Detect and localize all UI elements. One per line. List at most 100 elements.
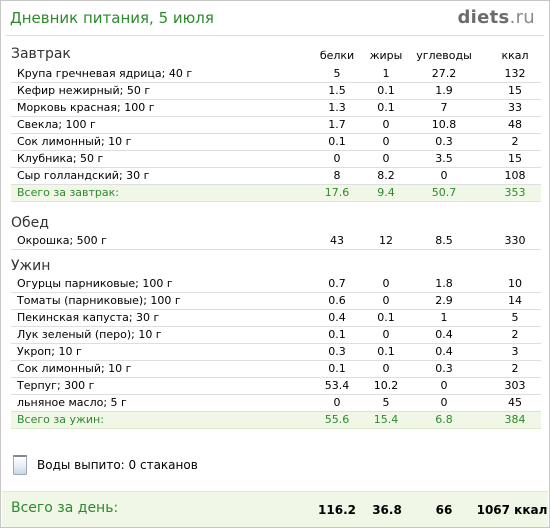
- carbs-value: 50.7: [431, 186, 457, 199]
- fat-value: 8.2: [377, 169, 395, 182]
- kcal-value: 33: [508, 101, 522, 114]
- food-name: Сыр голландский; 30 г: [17, 169, 150, 182]
- kcal-value: 384: [504, 413, 526, 426]
- fat-value: 0.1: [377, 345, 395, 358]
- kcal-value: 3: [511, 345, 519, 358]
- food-name: Терпуг; 300 г: [17, 379, 95, 392]
- page-title: Дневник питания, 5 июля: [10, 9, 214, 27]
- food-name: Всего за завтрак:: [17, 186, 120, 199]
- carbs-value: 1.9: [435, 84, 453, 97]
- carbs-value: 0: [440, 396, 448, 409]
- kcal-value: 15: [508, 84, 522, 97]
- food-row: Сок лимонный; 10 г 0.1 0 0.3 2: [11, 134, 541, 151]
- water-label: Воды выпито: 0 стаканов: [37, 458, 198, 472]
- protein-value: 0: [333, 152, 341, 165]
- fat-value: 10.2: [373, 379, 399, 392]
- food-name: льняное масло; 5 г: [17, 396, 127, 409]
- food-name: Свекла; 100 г: [17, 118, 96, 131]
- protein-value: 53.4: [324, 379, 350, 392]
- food-row: Свекла; 100 г 1.7 0 10.8 48: [11, 117, 541, 134]
- kcal-value: 5: [511, 311, 519, 324]
- protein-value: 0.1: [328, 328, 346, 341]
- day-total-kcal: 1067 ккал: [476, 503, 548, 517]
- header-divider: [6, 35, 544, 36]
- day-total-label: Всего за день:: [11, 500, 119, 516]
- section-title-breakfast: Завтрак: [11, 46, 71, 62]
- fat-value: 0: [382, 135, 390, 148]
- kcal-value: 15: [508, 152, 522, 165]
- food-row: Морковь красная; 100 г 1.3 0.1 7 33: [11, 100, 541, 117]
- food-row: Крупа гречневая ядрица; 40 г 5 1 27.2 132: [11, 66, 541, 83]
- food-name: Сок лимонный; 10 г: [17, 362, 132, 375]
- fat-value: 1: [382, 67, 390, 80]
- logo-tld: .ru: [509, 7, 535, 28]
- kcal-value: 45: [508, 396, 522, 409]
- column-header-fat: жиры: [369, 49, 403, 62]
- kcal-value: 330: [504, 234, 526, 247]
- food-row: льняное масло; 5 г 0 5 0 45: [11, 395, 541, 412]
- day-total-fat: 36.8: [372, 503, 402, 517]
- column-header-kcal: ккал: [501, 49, 529, 62]
- protein-value: 1.5: [328, 84, 346, 97]
- kcal-value: 48: [508, 118, 522, 131]
- food-row: Клубника; 50 г 0 0 3.5 15: [11, 151, 541, 168]
- food-name: Крупа гречневая ядрица; 40 г: [17, 67, 193, 80]
- food-name: Клубника; 50 г: [17, 152, 104, 165]
- food-row: Кефир нежирный; 50 г 1.5 0.1 1.9 15: [11, 83, 541, 100]
- dinner-list: Огурцы парниковые; 100 г 0.7 0 1.8 10 Томаты …: [11, 276, 541, 429]
- food-row: Окрошка; 500 г 43 12 8.5 330: [11, 233, 541, 250]
- carbs-value: 1.8: [435, 277, 453, 290]
- food-name: Сок лимонный; 10 г: [17, 135, 132, 148]
- food-name: Томаты (парниковые); 100 г: [17, 294, 181, 307]
- protein-value: 0: [333, 396, 341, 409]
- food-row: Пекинская капуста; 30 г 0.4 0.1 1 5: [11, 310, 541, 327]
- fat-value: 9.4: [377, 186, 395, 199]
- protein-value: 17.6: [324, 186, 350, 199]
- kcal-value: 2: [511, 135, 519, 148]
- food-row: Лук зеленый (перо); 10 г 0.1 0 0.4 2: [11, 327, 541, 344]
- fat-value: 0.1: [377, 311, 395, 324]
- total-row: Всего за завтрак: 17.6 9.4 50.7 353: [11, 185, 541, 202]
- food-name: Огурцы парниковые; 100 г: [17, 277, 173, 290]
- carbs-value: 6.8: [435, 413, 453, 426]
- carbs-value: 0: [440, 169, 448, 182]
- food-row: Сыр голландский; 30 г 8 8.2 0 108: [11, 168, 541, 185]
- carbs-value: 2.9: [435, 294, 453, 307]
- food-row: Томаты (парниковые); 100 г 0.6 0 2.9 14: [11, 293, 541, 310]
- carbs-value: 27.2: [431, 67, 457, 80]
- kcal-value: 132: [504, 67, 526, 80]
- protein-value: 1.7: [328, 118, 346, 131]
- kcal-value: 14: [508, 294, 522, 307]
- food-name: Лук зеленый (перо); 10 г: [17, 328, 162, 341]
- kcal-value: 108: [504, 169, 526, 182]
- food-name: Укроп; 10 г: [17, 345, 82, 358]
- breakfast-list: Крупа гречневая ядрица; 40 г 5 1 27.2 132 Кеф…: [11, 66, 541, 202]
- protein-value: 8: [333, 169, 341, 182]
- protein-value: 0.1: [328, 362, 346, 375]
- carbs-value: 10.8: [431, 118, 457, 131]
- glass-icon[interactable]: [13, 455, 27, 475]
- carbs-value: 0.4: [435, 328, 453, 341]
- column-header-protein: белки: [319, 49, 355, 62]
- carbs-value: 0.3: [435, 362, 453, 375]
- site-logo[interactable]: diets.ru: [457, 7, 535, 28]
- kcal-value: 2: [511, 362, 519, 375]
- carbs-value: 0.3: [435, 135, 453, 148]
- protein-value: 5: [333, 67, 341, 80]
- food-name: Окрошка; 500 г: [17, 234, 107, 247]
- food-name: Всего за ужин:: [17, 413, 104, 426]
- protein-value: 43: [330, 234, 344, 247]
- protein-value: 0.7: [328, 277, 346, 290]
- column-header-carbs: углеводы: [416, 49, 472, 62]
- header: Дневник питания, 5 июля diets.ru: [1, 1, 549, 37]
- protein-value: 55.6: [324, 413, 350, 426]
- day-total-protein: 116.2: [318, 503, 356, 517]
- protein-value: 0.1: [328, 135, 346, 148]
- fat-value: 0: [382, 277, 390, 290]
- carbs-value: 0: [440, 379, 448, 392]
- fat-value: 0: [382, 118, 390, 131]
- fat-value: 0.1: [377, 84, 395, 97]
- fat-value: 15.4: [373, 413, 399, 426]
- food-row: Огурцы парниковые; 100 г 0.7 0 1.8 10: [11, 276, 541, 293]
- carbs-value: 0.4: [435, 345, 453, 358]
